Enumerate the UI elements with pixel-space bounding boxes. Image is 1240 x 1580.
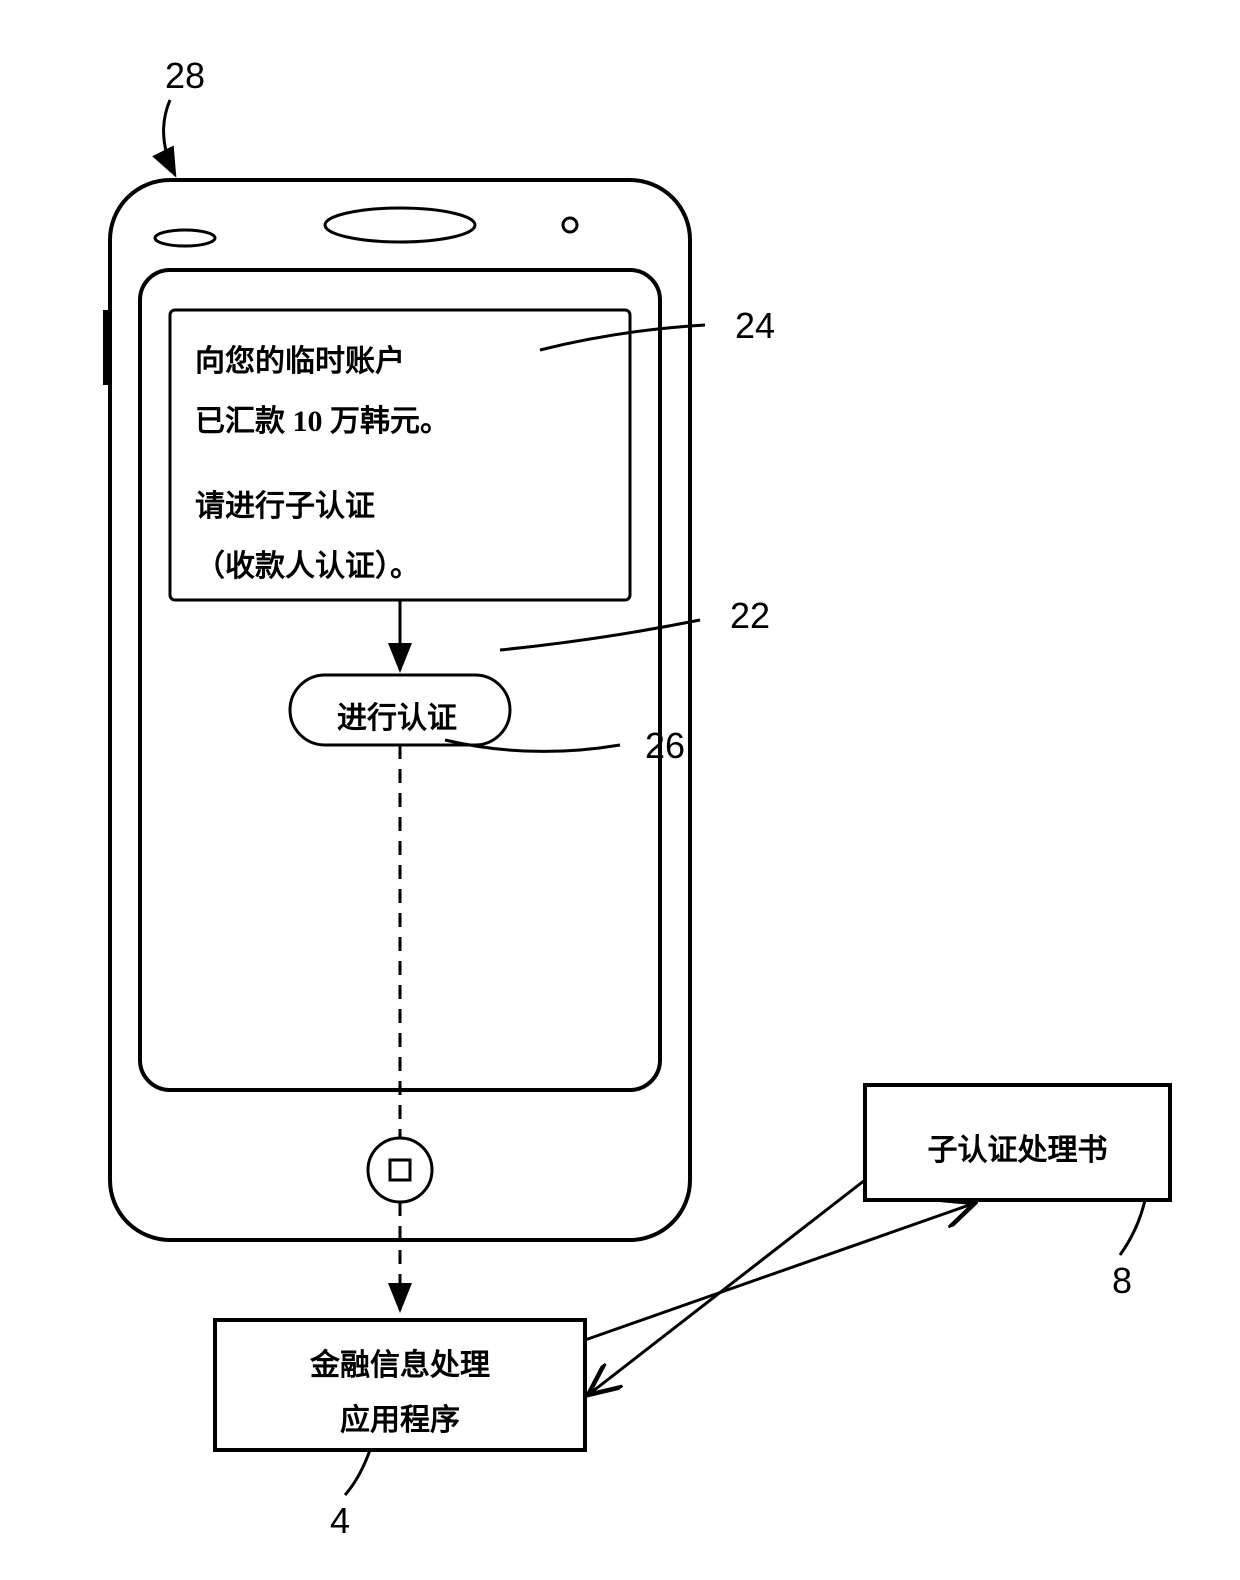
arrow-subauth-to-app bbox=[588, 1180, 865, 1395]
home-button-square bbox=[390, 1160, 410, 1180]
app-box-line-2: 应用程序 bbox=[215, 1395, 585, 1439]
leader-8 bbox=[1120, 1200, 1145, 1255]
label-4: 4 bbox=[330, 1500, 350, 1542]
leader-4 bbox=[345, 1450, 370, 1495]
leader-28 bbox=[164, 100, 175, 175]
msg-line-1: 向您的临时账户 bbox=[195, 335, 405, 389]
phone-side-button bbox=[103, 310, 110, 385]
msg-line-4: （收款人认证）。 bbox=[195, 540, 420, 594]
label-8: 8 bbox=[1112, 1260, 1132, 1302]
label-28: 28 bbox=[165, 55, 205, 97]
leader-22 bbox=[500, 620, 700, 650]
msg-line-3: 请进行子认证 bbox=[195, 480, 375, 534]
phone-sensor-left bbox=[155, 230, 215, 246]
home-button-circle[interactable] bbox=[368, 1138, 432, 1202]
sub-auth-box-text: 子认证处理书 bbox=[865, 1125, 1170, 1169]
diagram-canvas bbox=[0, 0, 1240, 1580]
label-24: 24 bbox=[735, 305, 775, 347]
app-box-line-1: 金融信息处理 bbox=[215, 1340, 585, 1384]
leader-24 bbox=[540, 325, 705, 350]
leader-26 bbox=[445, 740, 620, 751]
phone-camera bbox=[563, 218, 577, 232]
arrow-app-to-subauth bbox=[585, 1203, 975, 1340]
msg-line-2: 已汇款 10 万韩元。 bbox=[195, 395, 450, 449]
label-26: 26 bbox=[645, 725, 685, 767]
auth-button-label: 进行认证 bbox=[337, 693, 457, 737]
phone-speaker bbox=[325, 208, 475, 242]
label-22: 22 bbox=[730, 595, 770, 637]
